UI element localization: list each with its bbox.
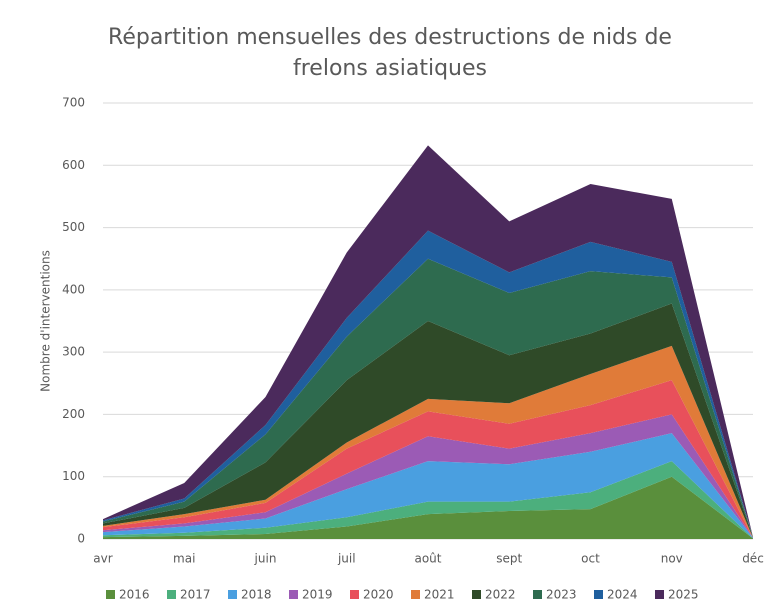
y-tick-label: 200 [62, 407, 85, 421]
legend-label: 2018 [241, 588, 272, 602]
area [103, 258, 753, 538]
x-tick-label: déc [742, 552, 764, 566]
area [103, 345, 753, 538]
legend-label: 2024 [607, 588, 638, 602]
area [103, 476, 753, 539]
y-tick-label: 500 [62, 220, 85, 234]
y-tick-label: 300 [62, 345, 85, 359]
x-tick-label: juil [337, 552, 356, 566]
area [103, 145, 753, 538]
legend-swatch [533, 590, 542, 599]
legend-label: 2021 [424, 588, 455, 602]
legend-label: 2016 [119, 588, 150, 602]
legend-label: 2022 [485, 588, 516, 602]
y-tick-label: 100 [62, 469, 85, 483]
x-tick-label: nov [661, 552, 683, 566]
y-tick-label: 700 [62, 96, 85, 110]
legend-label: 2025 [668, 588, 699, 602]
legend-swatch [289, 590, 298, 599]
x-tick-label: août [414, 552, 441, 566]
area [103, 433, 753, 539]
legend-swatch [167, 590, 176, 599]
area [103, 303, 753, 538]
y-tick-label: 0 [77, 532, 85, 546]
x-tick-label: oct [581, 552, 600, 566]
legend-swatch [350, 590, 359, 599]
x-tick-label: juin [254, 552, 277, 566]
y-axis-label: Nombre d'interventions [39, 250, 53, 392]
legend-swatch [228, 590, 237, 599]
legend-swatch [472, 590, 481, 599]
x-tick-label: sept [496, 552, 522, 566]
legend-label: 2017 [180, 588, 211, 602]
area [103, 380, 753, 538]
legend-swatch [106, 590, 115, 599]
legend-label: 2019 [302, 588, 333, 602]
legend-swatch [411, 590, 420, 599]
legend-label: 2023 [546, 588, 577, 602]
y-tick-label: 600 [62, 158, 85, 172]
legend-swatch [655, 590, 664, 599]
x-tick-label: mai [173, 552, 195, 566]
area [103, 414, 753, 538]
y-tick-label: 400 [62, 282, 85, 296]
x-tick-label: avr [93, 552, 112, 566]
legend-swatch [594, 590, 603, 599]
chart-title: Répartition mensuelles des destructions … [108, 25, 672, 81]
legend-label: 2020 [363, 588, 394, 602]
